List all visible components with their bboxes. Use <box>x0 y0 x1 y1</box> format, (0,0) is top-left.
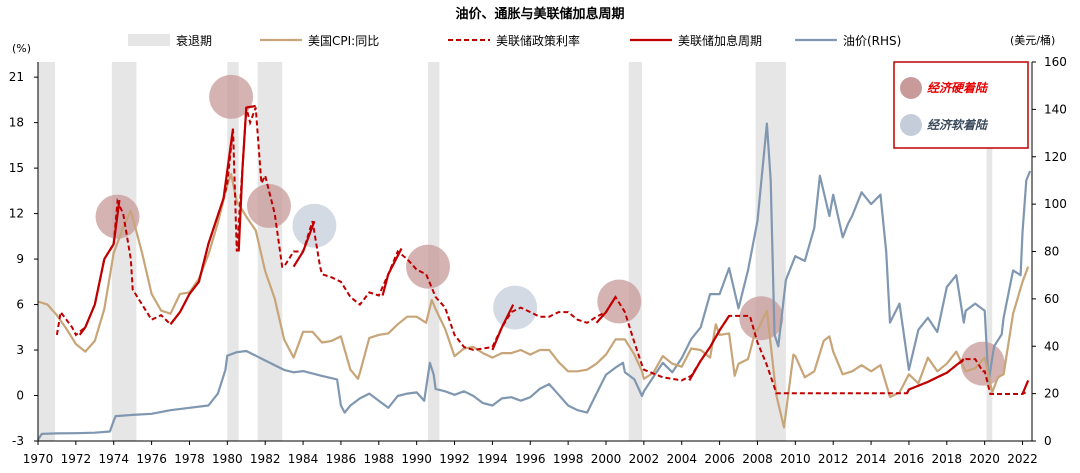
fed-hike-cycle-line <box>595 296 617 324</box>
right-tick-label: 120 <box>1044 150 1067 164</box>
left-tick-label: 12 <box>9 207 24 221</box>
x-tick-label: 1994 <box>477 452 508 466</box>
fed-hike-cycle-line <box>292 220 316 268</box>
x-tick-label: 1972 <box>61 452 92 466</box>
x-tick-label: 2022 <box>1007 452 1038 466</box>
right-tick-label: 40 <box>1044 339 1059 353</box>
x-tick-label: 2014 <box>856 452 887 466</box>
legend-label-fed: 美联储政策利率 <box>496 33 580 48</box>
legend-label-recession: 衰退期 <box>176 33 212 48</box>
hard-landing-bubble <box>209 74 254 119</box>
hard-landing-key-label: 经济硬着陆 <box>927 81 989 95</box>
oil-price-line <box>37 122 1032 441</box>
fed-hike-cycle-line <box>491 304 515 351</box>
left-tick-label: 15 <box>9 161 24 175</box>
x-tick-label: 1992 <box>439 452 470 466</box>
recession-band <box>986 62 993 441</box>
x-tick-label: 2006 <box>704 452 735 466</box>
recession-bands <box>38 62 993 441</box>
right-tick-label: 80 <box>1044 245 1059 259</box>
x-tick-label: 1998 <box>553 452 584 466</box>
left-tick-label: 6 <box>16 298 24 312</box>
fed-hike-cycle-line <box>381 247 403 296</box>
fed-hike-cycle-line <box>78 199 121 336</box>
legend-label-oil: 油价(RHS) <box>843 34 901 48</box>
right-tick-label: 100 <box>1044 197 1067 211</box>
recession-band <box>111 62 137 441</box>
x-tick-label: 2020 <box>969 452 1000 466</box>
right-tick-label: 160 <box>1044 55 1067 69</box>
x-tick-label: 1976 <box>136 452 167 466</box>
x-tick-label: 1970 <box>23 452 54 466</box>
hard-landing-bubble <box>246 184 291 229</box>
x-tick-label: 1986 <box>326 452 357 466</box>
right-tick-label: 0 <box>1044 434 1052 448</box>
recession-band <box>628 62 642 441</box>
x-tick-label: 2004 <box>666 452 697 466</box>
left-tick-label: 9 <box>16 252 24 266</box>
left-tick-label: 3 <box>16 343 24 357</box>
right-tick-label: 20 <box>1044 387 1059 401</box>
left-tick-label: -3 <box>12 434 24 448</box>
legend-swatch-recession <box>128 34 170 46</box>
x-tick-label: 2012 <box>818 452 849 466</box>
soft-landing-key-circle <box>900 114 922 136</box>
legend: 衰退期 美国CPI:同比 美联储政策利率 美联储加息周期 油价(RHS) <box>128 33 901 48</box>
axes: -3 0 3 6 9 12 15 18 21 0 20 40 60 80 100 120 140 160 1970 1… <box>9 55 1067 466</box>
right-axis-unit-label: (美元/桶) <box>1010 33 1055 47</box>
recession-band <box>227 62 239 441</box>
soft-landing-key-label: 经济软着陆 <box>927 118 989 132</box>
left-tick-label: 0 <box>16 389 24 403</box>
legend-label-cpi: 美国CPI:同比 <box>308 34 379 48</box>
hard-landing-bubble <box>739 296 784 341</box>
x-tick-label: 1974 <box>98 452 129 466</box>
x-tick-label: 1978 <box>174 452 205 466</box>
fed-hike-cycle-line <box>237 104 256 252</box>
fed-hike-cycle-line <box>688 315 731 381</box>
right-tick-label: 60 <box>1044 292 1059 306</box>
recession-band <box>38 62 56 441</box>
x-tick-label: 2016 <box>894 452 925 466</box>
hard-landing-key-circle <box>900 77 922 99</box>
x-tick-label: 2010 <box>780 452 811 466</box>
x-tick-label: 1982 <box>250 452 281 466</box>
x-tick-label: 2002 <box>629 452 660 466</box>
soft-landing-bubble <box>292 203 337 248</box>
fed-hike-cycle-line <box>906 358 965 394</box>
left-axis-unit-label: (%) <box>12 42 31 55</box>
x-tick-label: 2008 <box>742 452 773 466</box>
fed-hike-cycle-line <box>169 128 235 325</box>
recession-band <box>755 62 786 441</box>
right-tick-label: 140 <box>1044 102 1067 116</box>
left-tick-label: 21 <box>9 70 24 84</box>
series-lines <box>37 104 1032 441</box>
x-tick-label: 2000 <box>591 452 622 466</box>
chart-title: 油价、通胀与美联储加息周期 <box>455 6 624 22</box>
x-tick-label: 1996 <box>515 452 546 466</box>
soft-landing-bubble <box>493 285 538 330</box>
cpi-yoy-line <box>37 173 1030 429</box>
x-tick-label: 2018 <box>932 452 963 466</box>
left-tick-label: 18 <box>9 116 24 130</box>
x-tick-label: 1990 <box>401 452 432 466</box>
hard-landing-bubble <box>406 244 451 289</box>
fed-hike-cycle-line <box>1021 379 1030 395</box>
legend-label-hike: 美联储加息周期 <box>678 33 762 48</box>
x-tick-label: 1984 <box>288 452 319 466</box>
x-tick-label: 1980 <box>212 452 243 466</box>
x-tick-label: 1988 <box>364 452 395 466</box>
